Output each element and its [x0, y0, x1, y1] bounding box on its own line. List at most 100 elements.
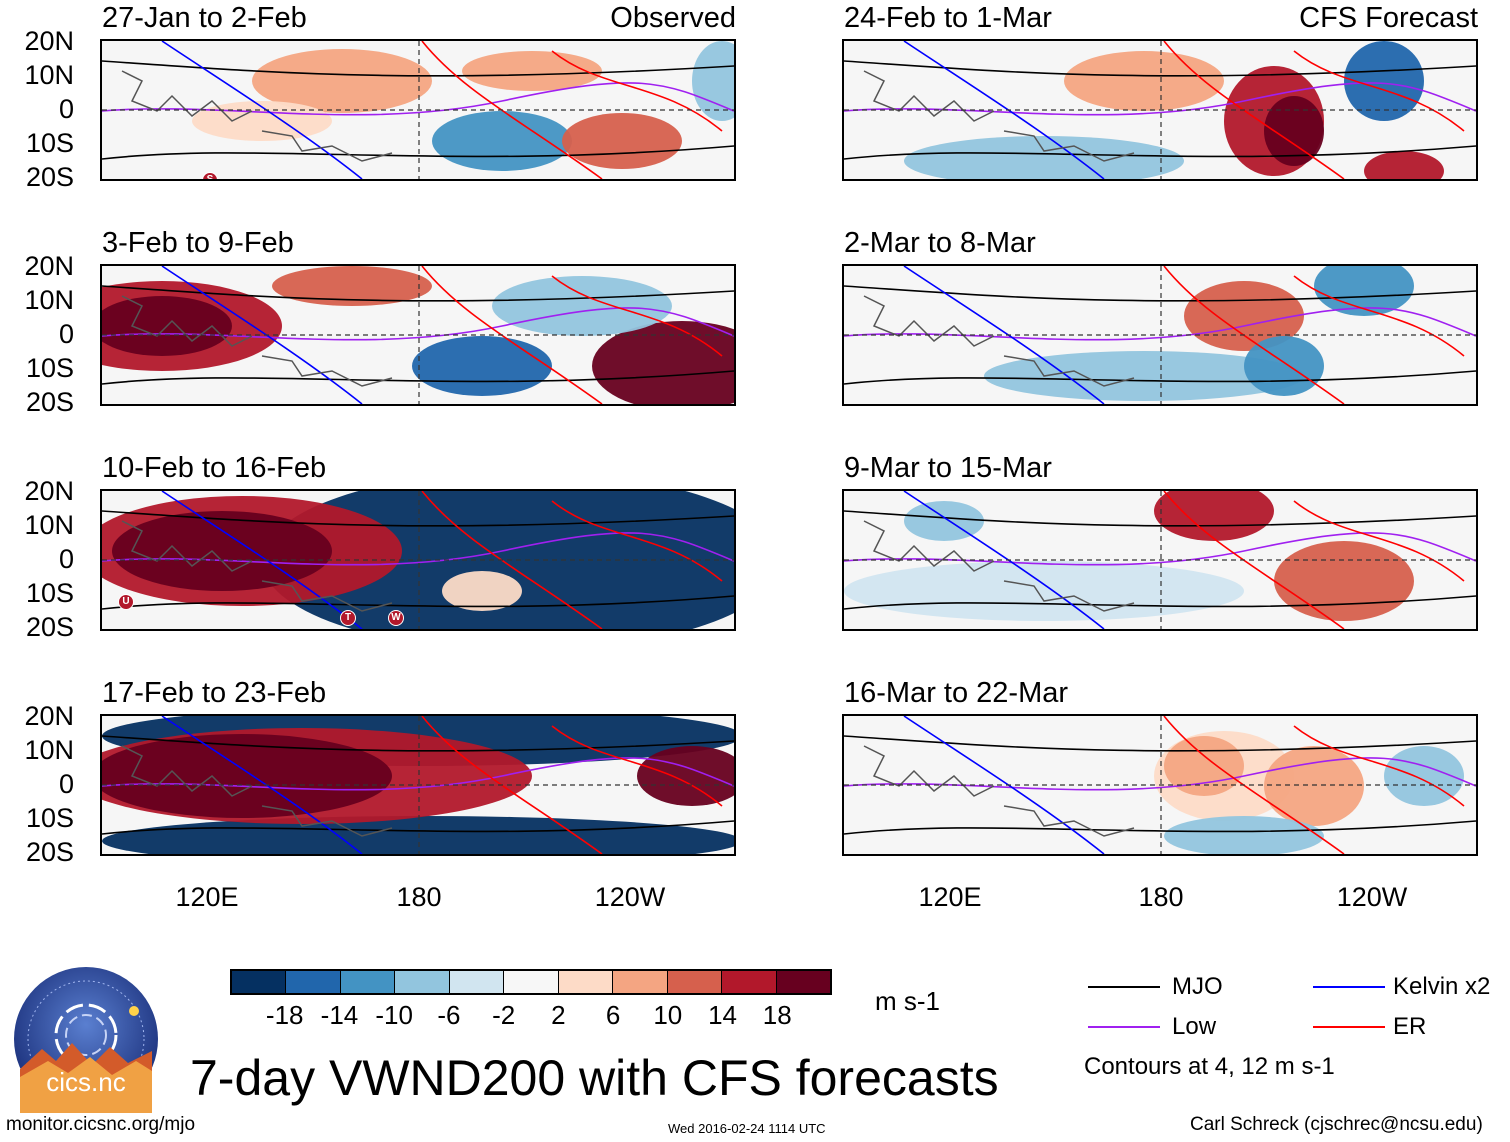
storm-marker: S	[202, 172, 218, 179]
contour-line	[161, 716, 363, 854]
colorbar-tick-label: -14	[320, 1000, 359, 1030]
coastline	[863, 70, 1135, 162]
contour-line	[102, 307, 734, 341]
colorbar-segment	[667, 971, 723, 993]
contour-line	[102, 532, 734, 566]
latitude-label: 20S	[25, 612, 74, 642]
contour-line	[1293, 725, 1465, 807]
contour-line	[161, 491, 363, 629]
coastline	[863, 745, 1135, 837]
wind-anomaly-shading	[562, 113, 682, 169]
contour-line	[1293, 275, 1465, 357]
contour-line	[903, 41, 1105, 179]
panel-title: 10-Feb to 16-Feb	[102, 452, 327, 484]
wind-anomaly-shading	[1314, 266, 1414, 316]
lon-label-120w-right: 120W	[1336, 882, 1408, 912]
wind-anomaly-shading	[1244, 336, 1324, 396]
colorbar-segment	[449, 971, 505, 993]
wind-anomaly-shading	[692, 41, 734, 121]
latitude-label: 20S	[25, 837, 74, 867]
coastline	[863, 520, 1135, 612]
colorbar-segment	[558, 971, 614, 993]
contour-line	[844, 757, 1476, 791]
legend-label-low: Low	[1172, 1013, 1217, 1040]
map-panel	[842, 264, 1478, 406]
contour-line	[844, 510, 1476, 527]
wind-anomaly-shading	[1154, 491, 1274, 541]
contour-line	[1293, 50, 1465, 132]
map-panel	[842, 39, 1478, 181]
wind-field-map	[844, 716, 1476, 854]
wind-field-map	[102, 266, 734, 404]
legend-line-mjo	[1088, 986, 1160, 988]
wind-anomaly-shading	[272, 266, 432, 306]
wind-anomaly-shading	[252, 49, 432, 113]
storm-marker: W	[388, 610, 404, 626]
map-panel	[100, 264, 736, 406]
footer-url: monitor.cicsnc.org/mjo	[6, 1114, 196, 1135]
contour-line	[102, 757, 734, 791]
contour-line	[844, 82, 1476, 116]
coastline	[121, 745, 393, 837]
contour-line	[102, 735, 734, 752]
coastline	[863, 295, 1135, 387]
latitude-label: 0	[58, 769, 74, 799]
wind-anomaly-shading	[102, 734, 392, 818]
contour-line	[844, 532, 1476, 566]
wind-anomaly-shading	[844, 561, 1244, 621]
lon-label-180-right: 180	[1138, 882, 1184, 912]
contour-line	[102, 82, 734, 116]
colorbar-units: m s-1	[875, 986, 940, 1016]
contour-line	[102, 145, 734, 160]
contour-line	[421, 491, 603, 629]
legend-label-mjo: MJO	[1172, 973, 1223, 1000]
latitude-label: 20N	[24, 701, 74, 731]
latitude-label: 10S	[25, 128, 74, 158]
contour-line	[844, 285, 1476, 302]
lon-label-180: 180	[396, 882, 442, 912]
wind-field-map	[102, 491, 734, 629]
contour-line	[844, 145, 1476, 160]
contour-line	[1163, 41, 1345, 179]
wind-anomaly-shading	[412, 336, 552, 396]
colorbar-segment	[286, 971, 341, 993]
legend-line-low	[1088, 1026, 1160, 1028]
storm-marker: T	[340, 610, 356, 626]
contour-line	[102, 60, 734, 77]
latitude-label: 10N	[24, 60, 74, 90]
contour-line	[161, 41, 363, 179]
latitude-label: 0	[58, 94, 74, 124]
wind-anomaly-shading	[1264, 746, 1364, 826]
latitude-label: 10S	[25, 353, 74, 383]
contour-line	[844, 735, 1476, 752]
storm-marker: U	[118, 594, 134, 610]
colorbar-tick-label: -18	[265, 1000, 304, 1030]
wind-anomaly-shading	[462, 51, 602, 91]
colorbar-tick-label: 2	[551, 1000, 566, 1030]
logo-icon	[14, 967, 158, 1113]
colorbar-segment	[613, 971, 668, 993]
lon-label-120e-right: 120E	[918, 882, 982, 912]
latitude-label: 20N	[24, 251, 74, 281]
footer-timestamp: Wed 2016-02-24 1114 UTC	[668, 1121, 826, 1136]
latitude-label: 10S	[25, 803, 74, 833]
latitude-label: 20N	[24, 26, 74, 56]
colorbar-segment	[340, 971, 396, 993]
latitude-label: 20N	[24, 476, 74, 506]
contour-line	[161, 266, 363, 404]
colorbar-tick-label: -10	[375, 1000, 413, 1030]
wind-anomaly-shading	[1164, 816, 1324, 854]
colorbar-segment	[776, 971, 830, 993]
contour-line	[844, 307, 1476, 341]
contour-line	[844, 370, 1476, 385]
contour-line	[102, 595, 734, 610]
colorbar-segment	[395, 971, 450, 993]
panel-title: 17-Feb to 23-Feb	[102, 677, 327, 709]
panel-title: 2-Mar to 8-Mar	[844, 227, 1036, 259]
contour-line	[844, 60, 1476, 77]
contour-line	[551, 50, 723, 132]
contour-line	[844, 820, 1476, 835]
contour-line	[903, 491, 1105, 629]
contour-line	[102, 285, 734, 302]
figure-title: 7-day VWND200 with CFS forecasts	[190, 1050, 999, 1106]
